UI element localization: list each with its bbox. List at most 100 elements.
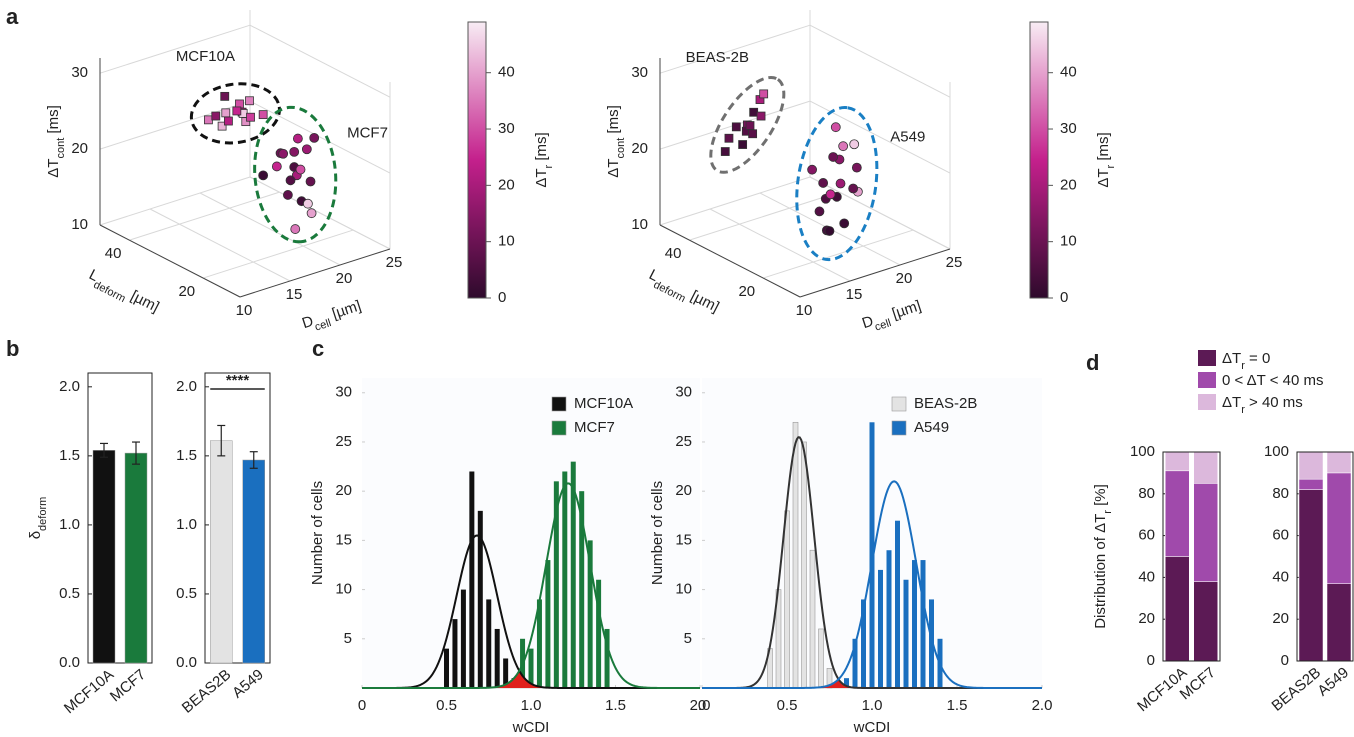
point <box>217 121 227 131</box>
plot-frame <box>204 372 271 664</box>
point <box>825 189 836 200</box>
point <box>211 111 221 121</box>
y-tick-label: 40 <box>665 245 682 262</box>
point <box>289 146 300 157</box>
bar <box>553 481 559 688</box>
z-tick-label: 10 <box>631 216 648 233</box>
y-tick-label: 25 <box>675 433 692 450</box>
y-tick-label: 60 <box>1138 527 1155 544</box>
y-tick-label: 30 <box>335 384 352 401</box>
x-axis <box>239 248 391 298</box>
x-tick-label: 0 <box>358 697 366 714</box>
colorbar-label: ΔTr [ms] <box>1095 132 1117 187</box>
x-tick-label: 15 <box>286 286 303 303</box>
point <box>282 190 293 200</box>
grid-line <box>199 192 341 266</box>
point <box>745 121 755 130</box>
y-tick-label: 80 <box>1138 485 1155 502</box>
legend-label-part: > 40 ms <box>1245 394 1303 411</box>
bar <box>886 550 892 688</box>
bar <box>536 599 542 688</box>
point <box>849 139 860 150</box>
grid-line <box>809 24 951 98</box>
y-axis-label: Ldeform [µm] <box>84 266 162 320</box>
bar <box>494 628 500 688</box>
point <box>738 140 748 149</box>
colorbar-tick-label: 30 <box>498 120 515 137</box>
grid-line <box>763 229 914 279</box>
bar <box>903 579 909 688</box>
x-tick-label: 0.5 <box>777 697 798 714</box>
legend-label-part: 0 < ΔT < 40 ms <box>1222 372 1323 389</box>
colorbar-tick-label: 20 <box>498 176 515 193</box>
legend-label: BEAS-2B <box>914 395 977 412</box>
z-axis-label: ΔTcont [ms] <box>45 105 67 177</box>
significance-label: **** <box>226 372 250 389</box>
grid-line <box>99 24 251 74</box>
group-label: MCF10A <box>176 48 235 65</box>
x-tick-label: 1.0 <box>521 697 542 714</box>
bar-segment <box>1326 472 1352 584</box>
point <box>241 117 251 127</box>
x-axis-label-part: cell <box>313 317 332 334</box>
bar-segment <box>1326 583 1352 662</box>
point <box>258 110 268 120</box>
bar <box>460 589 466 688</box>
y-axis-label-part: [µm] <box>684 285 722 315</box>
x-axis-label-part: [µm] <box>886 297 923 324</box>
point <box>246 112 255 122</box>
z-axis-label-part: ΔT <box>45 159 62 178</box>
y-axis <box>659 224 801 298</box>
bar <box>929 599 934 688</box>
bar <box>562 471 568 688</box>
z-axis-label-part: cont <box>615 138 627 159</box>
y-axis-label-part: r <box>1102 510 1114 514</box>
y-tick-label: 1.0 <box>176 516 197 533</box>
legend-label: MCF7 <box>574 419 615 436</box>
plot-frame <box>1296 451 1354 662</box>
legend-label: ΔTr > 40 ms <box>1222 394 1303 416</box>
z-tick-label: 20 <box>71 140 88 157</box>
panel-label: d <box>1086 350 1099 375</box>
x-tick-label: 10 <box>796 302 813 319</box>
bar <box>844 678 849 688</box>
bar <box>878 569 883 688</box>
group-label: MCF7 <box>347 124 388 141</box>
x-axis-label: wCDI <box>512 719 550 736</box>
y-axis-label-part: deform <box>651 279 687 305</box>
point <box>839 218 850 229</box>
bar-segment <box>1193 581 1218 662</box>
y-tick-label: 1.5 <box>176 447 197 464</box>
group-ellipse <box>253 105 338 244</box>
y-tick-label: 20 <box>1138 610 1155 627</box>
x-tick-label: 0.5 <box>436 697 457 714</box>
x-tick-label: A549 <box>1314 664 1352 700</box>
y-axis-label: δdeform <box>27 497 49 540</box>
x-axis <box>799 248 951 298</box>
bar <box>545 560 551 688</box>
y-axis-label: Number of cells <box>649 481 666 585</box>
point <box>302 198 313 209</box>
point <box>306 208 317 219</box>
colorbar-label-part: [ms] <box>533 132 550 165</box>
bar <box>869 422 875 688</box>
z-axis-label-part: [ms] <box>45 105 62 138</box>
point <box>838 141 849 152</box>
grid-line <box>809 100 951 174</box>
bar <box>528 648 534 688</box>
bar <box>210 440 233 664</box>
x-tick-label: A549 <box>229 666 267 702</box>
colorbar-label-part: r <box>543 164 555 168</box>
y-tick-label: 0.5 <box>59 585 80 602</box>
point <box>724 133 734 143</box>
legend-label: MCF10A <box>574 395 633 412</box>
point <box>720 147 730 156</box>
point <box>807 164 818 175</box>
grid-line <box>249 100 391 174</box>
y-tick-label: 5 <box>344 630 352 647</box>
point <box>830 122 841 133</box>
bar <box>124 452 148 664</box>
point <box>301 144 312 155</box>
y-tick-label: 2.0 <box>176 378 197 395</box>
point <box>278 148 289 159</box>
